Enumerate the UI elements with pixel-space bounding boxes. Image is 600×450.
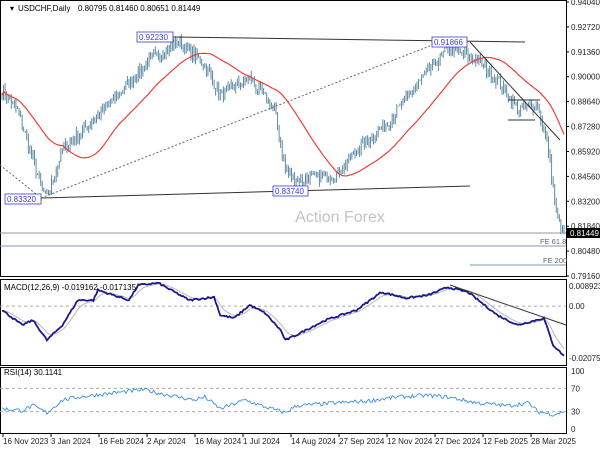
ohlc-values: 0.80795 0.81460 0.80651 0.81449: [78, 4, 201, 13]
rsi-line: [1, 387, 565, 417]
panel-frame: [0, 0, 567, 277]
price-tick-label: 0.79160: [571, 272, 600, 281]
macd-trendline: [449, 284, 567, 326]
price-tick-label: 0.87280: [571, 123, 600, 132]
panel-frames: [0, 0, 567, 434]
date-tick-label: 12 Nov 2024: [387, 437, 433, 446]
rsi-tick-label: 100: [571, 367, 585, 376]
price-tick-label: 0.88640: [571, 98, 600, 107]
rsi-tick-label: 0: [571, 425, 576, 434]
date-tick-label: 27 Sep 2024: [339, 437, 385, 446]
high-label-box: [136, 31, 174, 43]
date-tick-label: 16 May 2024: [195, 437, 242, 446]
rsi-panel: [0, 387, 566, 417]
price-tick-label: 0.91360: [571, 48, 600, 57]
macd-line: [1, 281, 565, 357]
rsi-tick-label: 30: [571, 408, 580, 417]
macd-tick-label: 0.00: [569, 302, 585, 311]
macd-title: MACD(12,26,9) -0.019162 -0.017135: [4, 283, 137, 292]
high-label-box-2: [431, 36, 468, 48]
dashed-line: [0, 164, 42, 199]
symbol-title: USDCHF,Daily: [18, 4, 70, 13]
panel-frame: [0, 279, 567, 366]
price-tick-label: 0.81840: [571, 222, 600, 231]
price-tick-label: 0.84560: [571, 172, 600, 181]
macd-tick-label: -0.020759: [569, 354, 600, 363]
date-tick-label: 12 Feb 2025: [483, 437, 528, 446]
high-label-1: 0.92230: [139, 33, 168, 42]
date-tick-label: 14 Aug 2024: [291, 437, 336, 446]
collapse-arrow-icon[interactable]: ▾: [10, 4, 14, 13]
price-tick-label: 0.94040: [571, 0, 600, 7]
date-tick-label: 1 Jul 2024: [243, 437, 280, 446]
fe618-label: FE 61.8: [540, 237, 566, 246]
price-panel: [0, 34, 566, 266]
rsi-title: RSI(14) 30.1141: [4, 368, 63, 377]
high-label-2: 0.91866: [434, 38, 463, 47]
low-label-box-2: [272, 185, 309, 197]
date-tick-label: 28 Mar 2025: [531, 437, 576, 446]
low-label-2: 0.83740: [275, 187, 304, 196]
price-tick-label: 0.92720: [571, 23, 600, 32]
date-tick-label: 27 Dec 2024: [435, 437, 481, 446]
support-line: [40, 185, 471, 199]
price-tick-label: 0.83200: [571, 197, 600, 206]
current-price-label: 0.81449: [570, 229, 599, 238]
rsi-tick-label: 70: [571, 384, 580, 393]
resistance-line: [172, 36, 526, 43]
moving-average-line: [1, 52, 565, 177]
date-tick-label: 16 Nov 2023: [3, 437, 49, 446]
date-tick-label: 2 Apr 2024: [147, 437, 186, 446]
date-tick-label: 3 Jan 2024: [51, 437, 91, 446]
dashed-channel-line: [40, 41, 441, 199]
watermark: Action Forex: [295, 209, 385, 226]
price-tick-label: 0.80480: [571, 247, 600, 256]
panel-frame: [0, 367, 567, 434]
date-tick-label: 16 Feb 2024: [99, 437, 144, 446]
low-label-box: [4, 193, 42, 205]
fe200-label: FE 200: [543, 256, 567, 265]
macd-signal-line: [1, 283, 565, 349]
price-tick-label: 0.85920: [571, 147, 600, 156]
macd-panel: [0, 281, 567, 357]
downtrend-line: [469, 41, 561, 141]
current-price-box: [567, 228, 600, 238]
price-tick-label: 0.90000: [571, 73, 600, 82]
macd-tick-label: 0.008923: [569, 282, 600, 291]
low-label-1: 0.83320: [7, 195, 36, 204]
